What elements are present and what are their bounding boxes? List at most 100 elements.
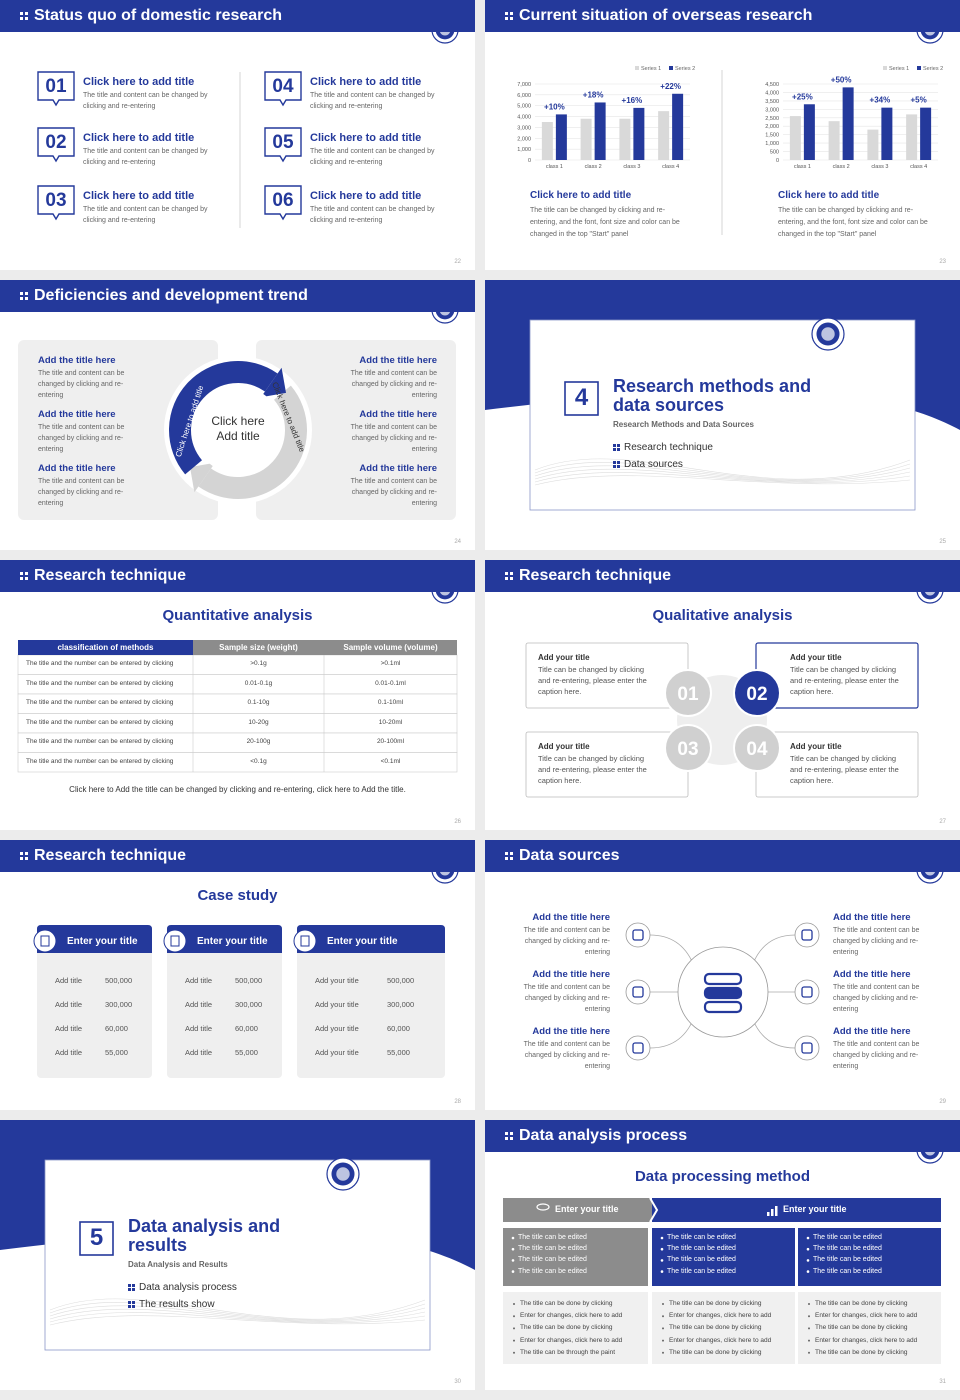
caption-title: Click here to add title bbox=[778, 190, 880, 201]
item-title: Add the title here bbox=[532, 969, 610, 980]
tab-icon bbox=[775, 1206, 778, 1216]
number-circle bbox=[733, 724, 781, 772]
header-icon bbox=[505, 857, 508, 860]
bar bbox=[541, 122, 553, 160]
legend-label: Series 2 bbox=[923, 66, 943, 72]
cycle-arc bbox=[169, 361, 278, 475]
tab-right bbox=[652, 1198, 941, 1222]
row-label: Add your title bbox=[315, 1048, 359, 1057]
icon-circle bbox=[794, 979, 820, 1005]
bullet-text: Data sources bbox=[624, 459, 683, 470]
row-label: Add title bbox=[55, 976, 83, 985]
section-number: 5 bbox=[89, 1224, 104, 1251]
bar bbox=[828, 121, 840, 160]
number-box bbox=[37, 185, 75, 221]
table-cell: The title and the number can be entered … bbox=[26, 738, 174, 745]
bullet-dot bbox=[511, 1259, 515, 1262]
logo bbox=[811, 317, 845, 351]
page-number: 24 bbox=[454, 539, 461, 545]
item-title: Add the title here bbox=[38, 463, 116, 474]
y-tick-label: 0 bbox=[776, 158, 779, 164]
number-box bbox=[264, 185, 302, 221]
card-icon bbox=[33, 929, 57, 953]
header-bar bbox=[485, 0, 960, 32]
item-text: The title and content can be changed by … bbox=[350, 424, 437, 453]
x-tick-label: class 2 bbox=[585, 164, 602, 170]
annotation: +10% bbox=[544, 102, 565, 111]
wave-line bbox=[534, 468, 911, 483]
icon-glyph bbox=[801, 1042, 813, 1054]
table-cell: 20-100ml bbox=[376, 738, 405, 745]
slide-title: Research technique bbox=[34, 847, 187, 864]
page-number: 31 bbox=[939, 1379, 946, 1385]
x-tick-label: class 4 bbox=[662, 164, 679, 170]
header-icon bbox=[25, 852, 28, 855]
section-title: Research methods and data sources bbox=[613, 376, 812, 415]
row-label: Add title bbox=[55, 1024, 83, 1033]
number-box bbox=[79, 1221, 114, 1256]
x-tick-label: class 2 bbox=[833, 164, 850, 170]
item-title: Add the title here bbox=[532, 912, 610, 923]
item-title: Click here to add title bbox=[310, 132, 422, 144]
caption-title: Click here to add title bbox=[530, 190, 632, 201]
number-circle bbox=[733, 669, 781, 717]
bullet-dot bbox=[662, 1351, 664, 1354]
x-tick-label: class 3 bbox=[623, 164, 640, 170]
y-tick-label: 500 bbox=[770, 150, 779, 156]
item-number: 06 bbox=[272, 190, 294, 211]
bullet-text: Data analysis process bbox=[139, 1282, 237, 1293]
item-number: 03 bbox=[45, 190, 67, 211]
header-icon bbox=[510, 572, 513, 575]
bullet-dot bbox=[808, 1351, 810, 1354]
item-number: 03 bbox=[677, 739, 698, 760]
item-text: The title and content can be changed by … bbox=[83, 148, 208, 166]
bullet-icon bbox=[132, 1288, 135, 1291]
slide-title: Status quo of domestic research bbox=[34, 7, 283, 24]
y-tick-label: 0 bbox=[528, 158, 531, 164]
card-header bbox=[37, 925, 152, 953]
row-label: Add your title bbox=[315, 1000, 359, 1009]
row-label: Add your title bbox=[315, 1024, 359, 1033]
header-icon bbox=[510, 17, 513, 20]
annotation: +34% bbox=[870, 96, 891, 105]
bar bbox=[906, 114, 918, 160]
header-icon bbox=[505, 17, 508, 20]
header-icon bbox=[505, 12, 508, 15]
item-text: The title and content can be changed by … bbox=[310, 206, 435, 224]
block bbox=[652, 1228, 795, 1286]
row-value: 60,000 bbox=[387, 1024, 410, 1033]
header-bar bbox=[0, 840, 475, 872]
page-number: 30 bbox=[454, 1379, 461, 1385]
y-tick-label: 3,000 bbox=[765, 107, 779, 113]
card-header bbox=[297, 925, 445, 953]
legend-label: Series 2 bbox=[675, 66, 695, 72]
y-tick-label: 1,000 bbox=[765, 141, 779, 147]
bullet-dot bbox=[806, 1247, 810, 1251]
icon-circle bbox=[625, 922, 651, 948]
header-icon bbox=[25, 857, 28, 860]
item-text: The title and content can be changed by … bbox=[833, 984, 920, 1013]
card-body bbox=[37, 925, 152, 1078]
item-text: The title and content can be changed by … bbox=[833, 1041, 920, 1070]
row-value: 60,000 bbox=[105, 1024, 128, 1033]
item-text: The title and content can be changed by … bbox=[523, 927, 610, 956]
bullet-dot bbox=[511, 1247, 515, 1251]
bar bbox=[580, 118, 592, 160]
table-cell: 10-20g bbox=[248, 718, 269, 726]
slide: 0 1,000 2,000 3,000 4,000 5,000 6,000 7,000 clas… bbox=[485, 0, 960, 270]
list-text: The title can be done by clicking bbox=[669, 1348, 762, 1356]
page-number: 25 bbox=[939, 539, 946, 545]
row-value: 300,000 bbox=[235, 1000, 263, 1009]
x-tick-label: class 1 bbox=[794, 164, 811, 170]
row-value: 60,000 bbox=[235, 1024, 258, 1033]
connector bbox=[752, 1019, 796, 1049]
tab-icon bbox=[771, 1209, 774, 1216]
bar bbox=[867, 129, 879, 160]
bar bbox=[672, 93, 684, 160]
legend-swatch bbox=[917, 66, 921, 70]
row-value: 500,000 bbox=[235, 976, 263, 985]
item-title: Add the title here bbox=[38, 409, 116, 420]
y-tick-label: 6,000 bbox=[517, 93, 531, 99]
list-text: Enter for changes, click here to add bbox=[669, 1336, 772, 1344]
row-value: 55,000 bbox=[387, 1048, 410, 1057]
